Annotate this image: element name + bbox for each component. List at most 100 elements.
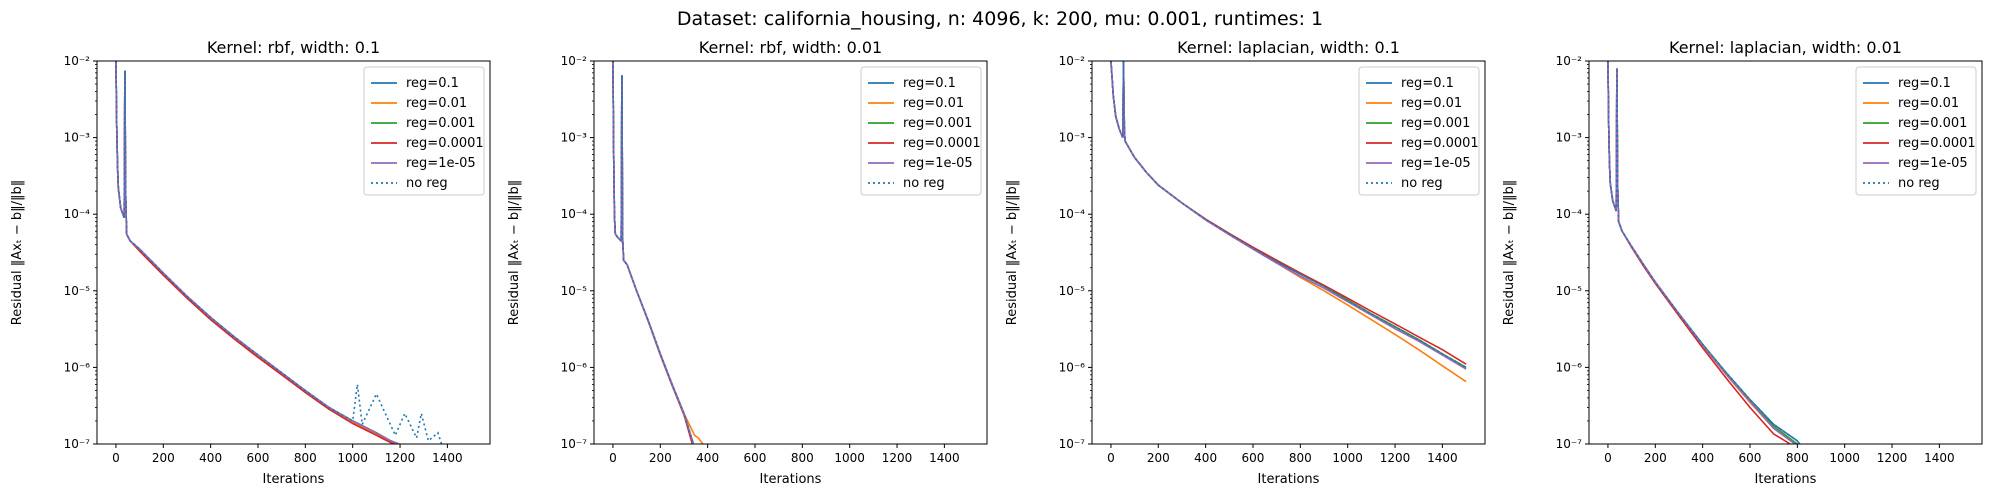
y-tick-label: 10⁻² (64, 54, 91, 68)
x-tick-label: 200 (152, 451, 175, 465)
y-tick-label: 10⁻⁵ (1556, 284, 1583, 298)
legend-label: reg=0.1 (406, 76, 459, 91)
plot-frame (1588, 60, 1983, 445)
legend-label: reg=0.001 (903, 116, 972, 131)
legend-label: reg=0.01 (1401, 96, 1462, 111)
legend-label: reg=1e-05 (406, 156, 476, 171)
x-tick-label: 0 (609, 451, 617, 465)
x-tick-label: 1200 (385, 451, 416, 465)
legend-label: reg=0.001 (1898, 116, 1967, 131)
y-tick-label: 10⁻³ (1059, 131, 1086, 145)
x-axis-label: Iterations (760, 472, 822, 487)
x-tick-label: 1200 (1380, 451, 1411, 465)
x-tick-label: 400 (1691, 451, 1714, 465)
legend-label: reg=0.1 (1401, 76, 1454, 91)
y-tick-label: 10⁻⁶ (64, 360, 91, 374)
y-axis-label: Residual ‖Axₜ − b‖/‖b‖ (1502, 180, 1517, 326)
y-tick-label: 10⁻⁷ (561, 437, 588, 451)
legend-label: no reg (903, 176, 945, 191)
y-tick-label: 10⁻⁴ (1556, 207, 1583, 221)
legend-label: reg=1e-05 (1898, 156, 1968, 171)
y-tick-label: 10⁻³ (64, 131, 91, 145)
legend-label: reg=0.0001 (903, 136, 981, 151)
legend-label: reg=0.1 (1898, 76, 1951, 91)
x-tick-label: 400 (696, 451, 719, 465)
legend: reg=0.1 reg=0.01 reg=0.001 reg=0.0001 reg=1e… (860, 66, 982, 196)
x-tick-label: 200 (1147, 451, 1170, 465)
legend-label: reg=0.001 (406, 116, 475, 131)
x-tick-label: 1000 (1332, 451, 1363, 465)
x-tick-label: 600 (247, 451, 270, 465)
x-tick-label: 600 (1242, 451, 1265, 465)
subplot-title: Kernel: laplacian, width: 0.1 (1177, 38, 1400, 57)
x-tick-label: 800 (1786, 451, 1809, 465)
legend-label: reg=0.01 (1898, 96, 1959, 111)
legend: reg=0.1 reg=0.01 reg=0.001 reg=0.0001 reg=1e… (1855, 66, 1977, 196)
plot-frame (593, 60, 988, 445)
x-tick-label: 600 (744, 451, 767, 465)
series-line-no-reg (115, 61, 443, 444)
legend-label: reg=0.001 (1401, 116, 1470, 131)
subplot-1: Kernel: rbf, width: 0.1 Iterations Residua… (10, 38, 491, 487)
plot-frame (1091, 60, 1486, 445)
series-group (115, 61, 443, 444)
y-tick-label: 10⁻⁷ (1059, 437, 1086, 451)
x-tick-label: 800 (1289, 451, 1312, 465)
subplots: Kernel: rbf, width: 0.1 Iterations Residua… (10, 38, 1983, 487)
x-axis-label: Iterations (1258, 472, 1320, 487)
series-group (1607, 61, 1801, 444)
subplot-2: Kernel: rbf, width: 0.01 Iterations Residu… (507, 38, 988, 487)
x-tick-label: 800 (791, 451, 814, 465)
subplot-3: Kernel: laplacian, width: 0.1 Iterations R… (1005, 38, 1486, 487)
x-tick-label: 1400 (929, 451, 960, 465)
x-tick-label: 0 (112, 451, 120, 465)
legend-label: reg=0.0001 (406, 136, 484, 151)
y-tick-label: 10⁻⁶ (1556, 360, 1583, 374)
x-tick-label: 400 (199, 451, 222, 465)
y-tick-label: 10⁻² (1556, 54, 1583, 68)
legend-label: no reg (1401, 176, 1443, 191)
legend-label: reg=1e-05 (903, 156, 973, 171)
subplot-4: Kernel: laplacian, width: 0.01 Iterations… (1502, 38, 1983, 487)
x-tick-label: 200 (1644, 451, 1667, 465)
x-tick-label: 1000 (1829, 451, 1860, 465)
legend-label: no reg (406, 176, 448, 191)
x-tick-label: 0 (1604, 451, 1612, 465)
y-tick-label: 10⁻⁶ (561, 360, 588, 374)
y-tick-label: 10⁻⁷ (1556, 437, 1583, 451)
y-tick-label: 10⁻⁴ (64, 207, 91, 221)
y-tick-label: 10⁻⁷ (64, 437, 91, 451)
x-axis-label: Iterations (1755, 472, 1817, 487)
x-tick-label: 1200 (1877, 451, 1908, 465)
series-line-no-reg (612, 61, 695, 444)
y-tick-label: 10⁻² (561, 54, 588, 68)
y-axis-label: Residual ‖Axₜ − b‖/‖b‖ (1005, 180, 1020, 326)
y-tick-label: 10⁻⁴ (561, 207, 588, 221)
x-tick-label: 1200 (882, 451, 913, 465)
legend: reg=0.1 reg=0.01 reg=0.001 reg=0.0001 reg=1e… (363, 66, 485, 196)
legend-label: no reg (1898, 176, 1940, 191)
y-tick-label: 10⁻² (1059, 54, 1086, 68)
subplot-title: Kernel: laplacian, width: 0.01 (1669, 38, 1902, 57)
series-group (1110, 61, 1467, 383)
x-tick-label: 1000 (337, 451, 368, 465)
x-tick-label: 200 (649, 451, 672, 465)
series-group (612, 61, 704, 444)
plot-frame (96, 60, 491, 445)
legend-label: reg=0.01 (903, 96, 964, 111)
x-tick-label: 800 (294, 451, 317, 465)
subplot-title: Kernel: rbf, width: 0.01 (699, 38, 882, 57)
x-tick-label: 400 (1194, 451, 1217, 465)
legend-label: reg=0.1 (903, 76, 956, 91)
y-tick-label: 10⁻⁵ (561, 284, 588, 298)
figure-suptitle: Dataset: california_housing, n: 4096, k:… (677, 8, 1323, 30)
x-tick-label: 1400 (1427, 451, 1458, 465)
y-axis-label: Residual ‖Axₜ − b‖/‖b‖ (507, 180, 522, 326)
x-axis-label: Iterations (263, 472, 325, 487)
y-tick-label: 10⁻⁴ (1059, 207, 1086, 221)
legend-label: reg=0.0001 (1401, 136, 1479, 151)
y-tick-label: 10⁻³ (561, 131, 588, 145)
legend: reg=0.1 reg=0.01 reg=0.001 reg=0.0001 reg=1e… (1358, 66, 1480, 196)
